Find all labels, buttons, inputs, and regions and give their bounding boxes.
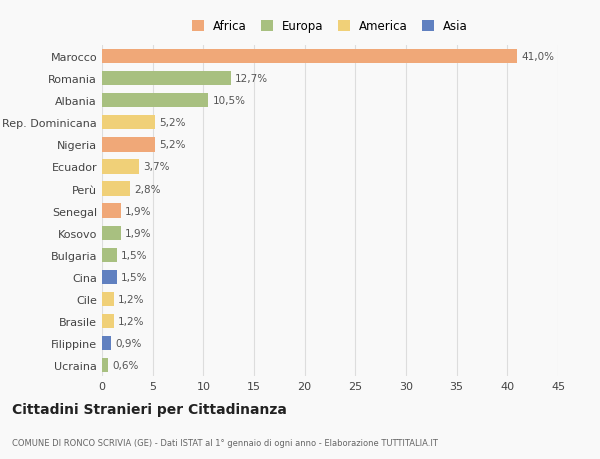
Text: 1,9%: 1,9% — [125, 228, 152, 238]
Text: 0,9%: 0,9% — [115, 338, 142, 348]
Text: 12,7%: 12,7% — [235, 74, 268, 84]
Text: 5,2%: 5,2% — [159, 140, 185, 150]
Bar — [102, 182, 130, 196]
Bar — [102, 226, 121, 241]
Bar — [102, 292, 114, 307]
Text: 1,2%: 1,2% — [118, 316, 145, 326]
Bar — [102, 138, 155, 152]
Text: COMUNE DI RONCO SCRIVIA (GE) - Dati ISTAT al 1° gennaio di ogni anno - Elaborazi: COMUNE DI RONCO SCRIVIA (GE) - Dati ISTA… — [12, 438, 438, 447]
Bar — [102, 248, 117, 263]
Text: 1,9%: 1,9% — [125, 206, 152, 216]
Text: 1,2%: 1,2% — [118, 294, 145, 304]
Text: 2,8%: 2,8% — [134, 184, 161, 194]
Text: 0,6%: 0,6% — [112, 360, 139, 370]
Bar — [102, 270, 117, 285]
Text: 1,5%: 1,5% — [121, 250, 148, 260]
Text: Cittadini Stranieri per Cittadinanza: Cittadini Stranieri per Cittadinanza — [12, 402, 287, 416]
Bar — [102, 116, 155, 130]
Bar — [102, 160, 139, 174]
Bar — [102, 94, 208, 108]
Bar — [102, 336, 111, 351]
Text: 1,5%: 1,5% — [121, 272, 148, 282]
Bar — [102, 72, 230, 86]
Text: 10,5%: 10,5% — [212, 96, 245, 106]
Text: 5,2%: 5,2% — [159, 118, 185, 128]
Bar — [102, 204, 121, 218]
Bar — [102, 314, 114, 329]
Text: 41,0%: 41,0% — [521, 52, 554, 62]
Bar — [102, 50, 517, 64]
Bar — [102, 358, 108, 373]
Text: 3,7%: 3,7% — [143, 162, 170, 172]
Legend: Africa, Europa, America, Asia: Africa, Europa, America, Asia — [192, 21, 468, 34]
